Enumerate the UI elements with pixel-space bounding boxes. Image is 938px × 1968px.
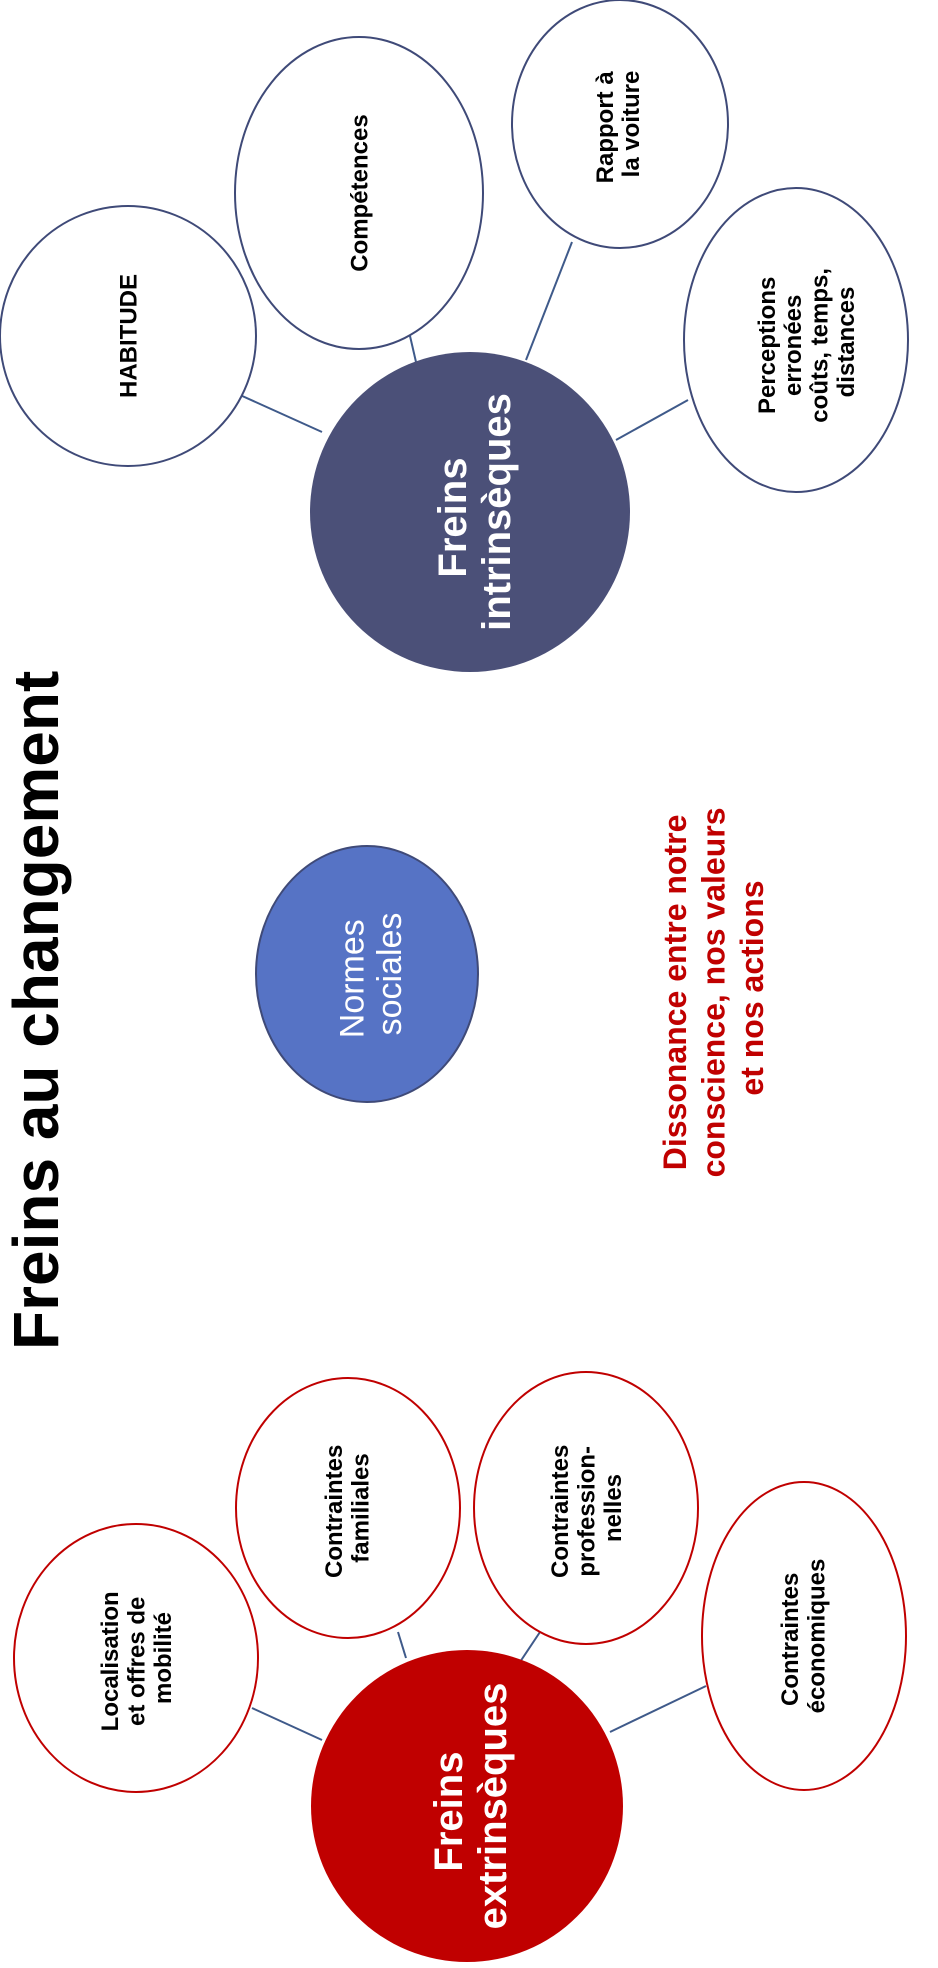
node-rapport-voiture-line-1: Rapport à	[592, 71, 619, 184]
node-normes-sociales-circle	[255, 845, 479, 1103]
node-economiques: Contraintes économiques	[701, 1481, 907, 1791]
node-familiales-label: Contraintes familiales	[321, 1438, 374, 1578]
node-localisation-line-3: mobilité	[150, 1612, 177, 1704]
hub-intrinseques-label: Freins intrinsèques	[431, 393, 519, 631]
dissonance-line-3: et nos actions	[734, 880, 770, 1095]
connector-habitude	[239, 394, 323, 433]
node-professionnelles-line-2: profession-	[573, 1446, 600, 1577]
node-competences-line-1: Compétences	[346, 114, 373, 271]
node-familiales-line-1: Contraintes	[321, 1445, 348, 1578]
node-economiques-line-2: économiques	[803, 1559, 830, 1714]
node-economiques-label: Contraintes économiques	[777, 1559, 830, 1714]
hub-extrinseques: Freins extrinsèques	[311, 1650, 623, 1962]
hub-intrinseques-line-2: intrinsèques	[475, 393, 519, 631]
node-habitude-line-1: HABITUDE	[115, 274, 142, 398]
hub-extrinseques-line-1: Freins	[427, 1752, 471, 1872]
node-rapport-voiture-line-2: la voiture	[618, 71, 645, 178]
node-rapport-voiture-circle	[511, 0, 729, 249]
node-perceptions-line-3: coûts, temps,	[807, 268, 834, 423]
node-perceptions-line-2: erronées	[780, 295, 807, 396]
hub-intrinseques: Freins intrinsèques	[310, 352, 630, 672]
node-professionnelles: Contraintes profession- nelles	[473, 1371, 699, 1645]
node-professionnelles-circle	[473, 1371, 699, 1645]
node-perceptions-label: Perceptions erronées coûts, temps, dista…	[754, 261, 860, 422]
node-habitude-label: HABITUDE	[115, 274, 142, 398]
node-familiales: Contraintes familiales	[235, 1377, 461, 1639]
node-familiales-circle	[235, 1377, 461, 1639]
node-rapport-voiture: Rapport à la voiture	[511, 0, 729, 249]
connector-familiales	[397, 1631, 407, 1659]
node-habitude-circle	[0, 205, 257, 467]
node-localisation-label: Localisation et offres de mobilité	[97, 1585, 177, 1732]
node-perceptions-circle	[683, 187, 909, 493]
hub-extrinseques-circle	[311, 1650, 623, 1962]
node-normes-sociales-line-2: sociales	[371, 913, 409, 1036]
node-normes-sociales: Normes sociales	[255, 845, 479, 1103]
node-competences: Compétences	[234, 36, 484, 350]
connector-professionnelles	[519, 1631, 541, 1663]
node-normes-sociales-line-1: Normes	[334, 919, 372, 1038]
hub-extrinseques-line-2: extrinsèques	[471, 1683, 515, 1930]
node-localisation: Localisation et offres de mobilité	[13, 1523, 259, 1793]
node-rapport-voiture-label: Rapport à la voiture	[592, 65, 645, 184]
node-economiques-line-1: Contraintes	[777, 1573, 804, 1706]
node-habitude: HABITUDE	[0, 205, 257, 467]
connector-economiques	[609, 1685, 707, 1733]
node-professionnelles-line-1: Contraintes	[547, 1445, 574, 1578]
connector-perceptions	[615, 399, 689, 441]
node-perceptions-line-4: distances	[833, 287, 860, 398]
node-localisation-line-2: et offres de	[123, 1597, 150, 1726]
dissonance-line-1: Dissonance entre notre	[657, 815, 693, 1171]
connector-localisation	[251, 1707, 323, 1741]
node-competences-label: Compétences	[346, 114, 373, 271]
dissonance-text: Dissonance entre notre conscience, nos v…	[657, 799, 770, 1178]
hub-intrinseques-line-1: Freins	[431, 458, 475, 578]
connector-rapport	[525, 241, 573, 361]
hub-extrinseques-label: Freins extrinsèques	[427, 1683, 515, 1930]
node-economiques-circle	[701, 1481, 907, 1791]
node-professionnelles-label: Contraintes profession- nelles	[547, 1438, 627, 1578]
hub-intrinseques-circle	[310, 352, 630, 672]
connector-competences	[409, 335, 417, 363]
node-localisation-line-1: Localisation	[97, 1591, 124, 1731]
connectors	[239, 241, 707, 1741]
node-perceptions: Perceptions erronées coûts, temps, dista…	[683, 187, 909, 493]
dissonance-line-2: conscience, nos valeurs	[695, 807, 731, 1177]
page-title: Freins au changement	[0, 671, 72, 1350]
node-perceptions-line-1: Perceptions	[754, 277, 781, 414]
node-competences-circle	[234, 36, 484, 350]
node-localisation-circle	[13, 1523, 259, 1793]
node-familiales-line-2: familiales	[347, 1453, 374, 1562]
node-normes-sociales-label: Normes sociales	[334, 910, 409, 1038]
node-professionnelles-line-3: nelles	[600, 1474, 627, 1542]
